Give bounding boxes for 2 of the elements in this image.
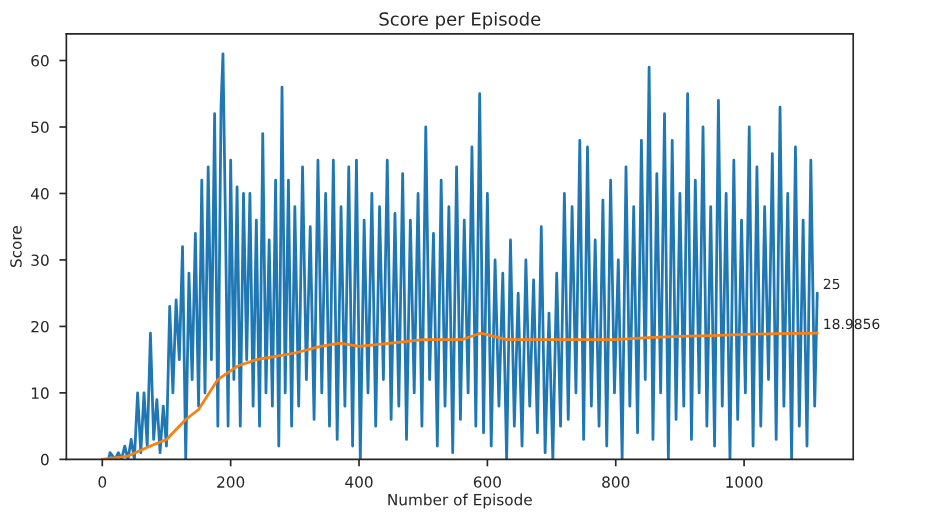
line-series <box>100 331 819 460</box>
chart-title: Score per Episode <box>379 11 541 30</box>
